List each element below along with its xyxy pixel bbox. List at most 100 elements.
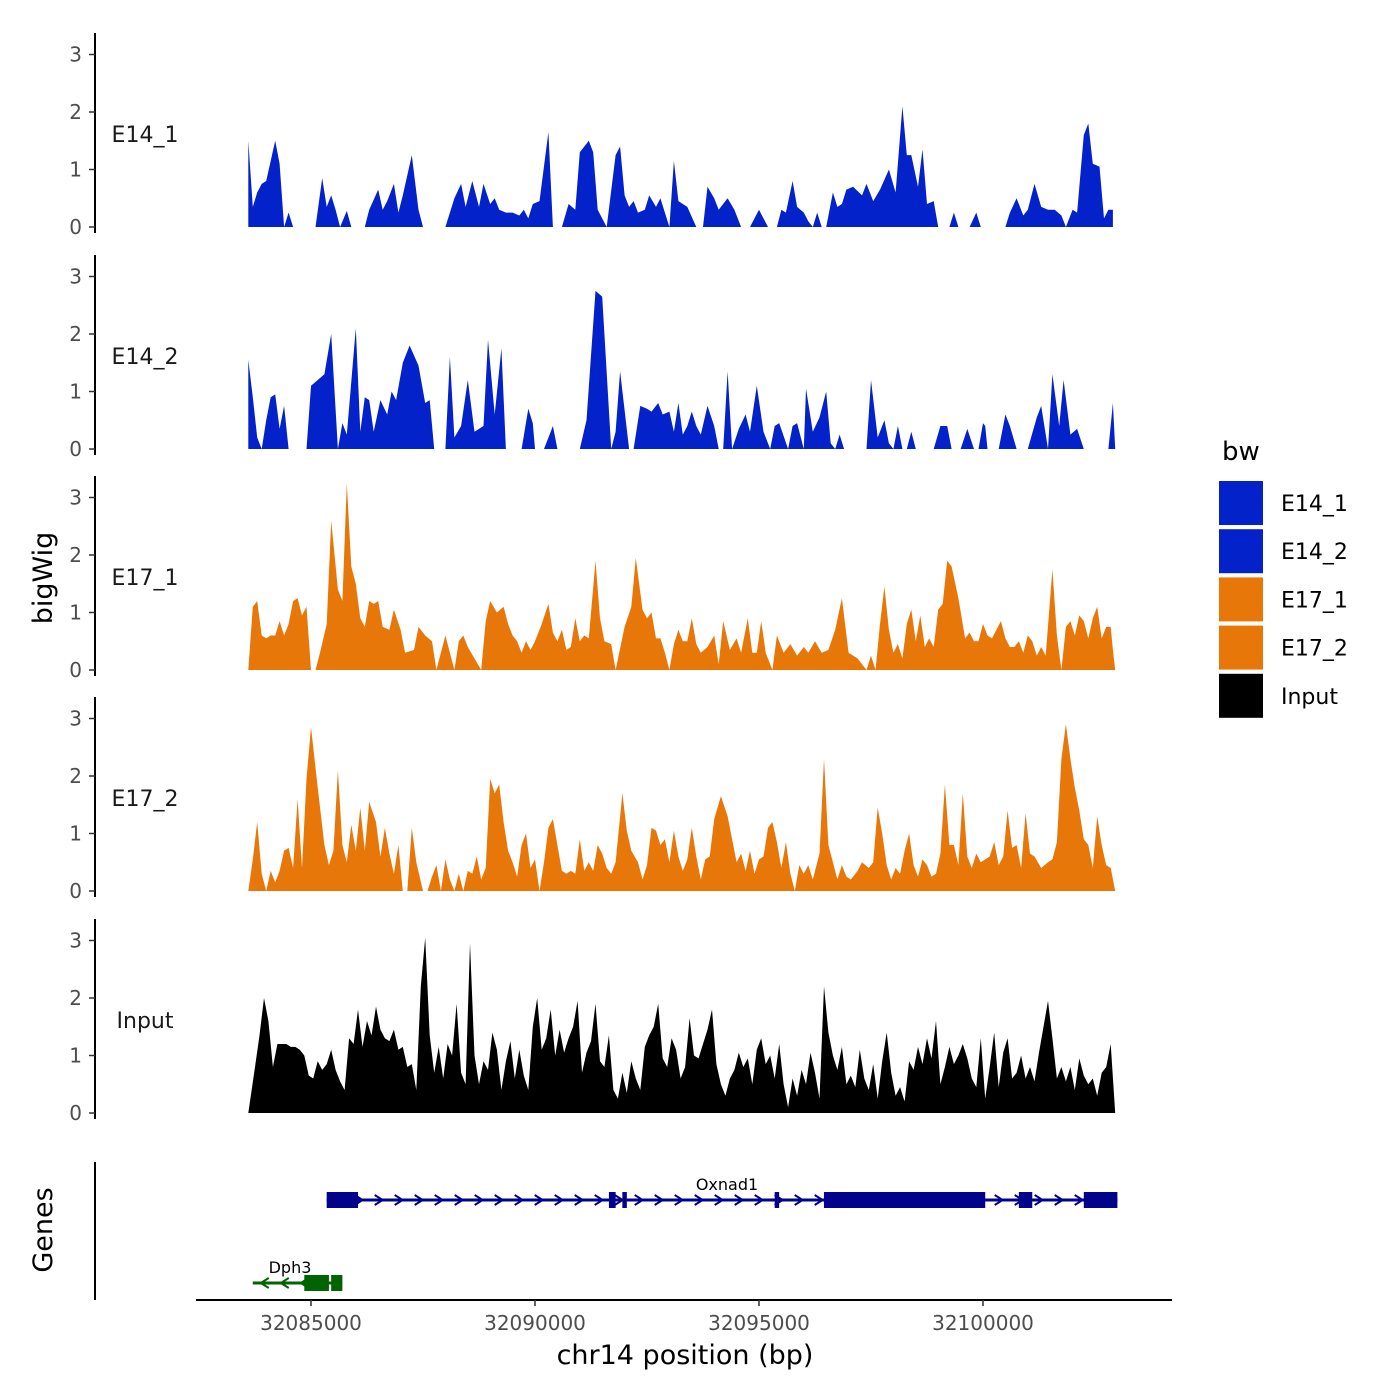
y-tick-label: 1: [69, 158, 82, 182]
x-tick-label: 32095000: [708, 1311, 810, 1335]
strand-arrow: [634, 1194, 645, 1206]
legend-item-e14-1: E14_1: [1219, 481, 1348, 525]
y-tick-label: 2: [69, 322, 82, 346]
strand-arrow: [594, 1194, 605, 1206]
strand-arrow: [374, 1194, 385, 1206]
gene-exon: [823, 1192, 979, 1208]
gene-exon: [1018, 1192, 1033, 1208]
strand-arrow: [278, 1277, 290, 1289]
track-input: 0 1 2 3 Input: [69, 919, 1116, 1125]
strand-arrow: [714, 1194, 725, 1206]
x-axis-title: chr14 position (bp): [557, 1340, 814, 1371]
strand-arrow: [534, 1194, 545, 1206]
legend-title: bw: [1222, 437, 1260, 467]
strand-arrow: [454, 1194, 465, 1206]
strand-arrow: [414, 1194, 425, 1206]
legend-label: Input: [1281, 685, 1338, 710]
gene-oxnad1: Oxnad1: [326, 1175, 1118, 1208]
legend: bw E14_1 E14_2 E17_1 E17_2 Input: [1219, 437, 1348, 718]
legend-swatch: [1219, 577, 1263, 622]
legend-swatch: [1219, 529, 1263, 574]
y-tick-label: 0: [69, 437, 82, 461]
y-tick-label: 2: [69, 986, 82, 1010]
gene-dph3: Dph3: [252, 1258, 343, 1291]
strand-arrow: [674, 1194, 685, 1206]
strand-arrow: [1034, 1194, 1045, 1206]
legend-item-e17-1: E17_1: [1219, 577, 1348, 622]
strand-arrow: [434, 1194, 445, 1206]
legend-item-input: Input: [1219, 673, 1338, 718]
strand-arrow: [514, 1194, 525, 1206]
strand-arrow: [394, 1194, 405, 1206]
strand-arrow: [814, 1194, 825, 1206]
strand-arrow: [1054, 1194, 1065, 1206]
gene-exon: [304, 1275, 329, 1291]
legend-label: E17_1: [1281, 588, 1348, 613]
y-tick-label: 1: [69, 601, 82, 625]
strand-arrow: [994, 1194, 1005, 1206]
track-e17-2: 0 1 2 3 E17_2: [69, 697, 1116, 903]
strand-arrow: [654, 1194, 665, 1206]
coverage-area-e14-2: [248, 290, 1116, 449]
y-tick-label: 3: [69, 707, 82, 731]
legend-label: E14_1: [1281, 492, 1348, 517]
strand-arrow: [474, 1194, 485, 1206]
gene-label: Dph3: [269, 1258, 312, 1277]
legend-label: E17_2: [1281, 637, 1348, 662]
gene-exon: [774, 1192, 780, 1208]
track-label: E17_2: [112, 787, 179, 812]
track-label: E17_1: [112, 566, 179, 591]
legend-swatch: [1219, 673, 1263, 718]
strand-arrow: [494, 1194, 505, 1206]
coverage-area-input: [248, 937, 1116, 1113]
track-label: E14_1: [112, 123, 179, 148]
bigwig-tracks: 0 1 2 3 E14_1 0 1 2 3 E14_2 0 1 2 3 E17_1 0 1 2 3 E17_2 0 1 2 3…: [69, 33, 1116, 1125]
legend-swatch: [1219, 481, 1263, 525]
track-e14-2: 0 1 2 3 E14_2: [69, 255, 1116, 461]
x-tick-label: 32100000: [932, 1311, 1034, 1335]
strand-arrow: [554, 1194, 565, 1206]
y-tick-label: 2: [69, 543, 82, 567]
strand-arrow: [794, 1194, 805, 1206]
strand-arrow: [734, 1194, 745, 1206]
track-e14-1: 0 1 2 3 E14_1: [69, 33, 1113, 239]
y-tick-label: 2: [69, 100, 82, 124]
coverage-area-e17-2: [248, 724, 1116, 891]
track-e17-1: 0 1 2 3 E17_1: [69, 476, 1116, 682]
gene-panel: Oxnad1 Dph3 Genes: [28, 1162, 1118, 1300]
legend-items: E14_1 E14_2 E17_1 E17_2 Input: [1219, 481, 1348, 718]
gene-exon: [331, 1275, 343, 1291]
coverage-area-e17-1: [248, 483, 1116, 670]
strand-arrow: [1074, 1194, 1085, 1206]
strand-arrow: [258, 1277, 270, 1289]
y-tick-label: 0: [69, 658, 82, 682]
legend-label: E14_2: [1281, 540, 1348, 565]
y-axis-title: bigWig: [28, 532, 59, 625]
y-tick-label: 1: [69, 380, 82, 404]
strand-arrow: [754, 1194, 765, 1206]
y-tick-label: 3: [69, 265, 82, 289]
gene-exon: [622, 1192, 627, 1208]
gene-exon: [967, 1192, 986, 1208]
strand-arrow: [574, 1194, 585, 1206]
y-tick-label: 3: [69, 486, 82, 510]
legend-swatch: [1219, 625, 1263, 670]
y-tick-label: 0: [69, 879, 82, 903]
gene-exon: [608, 1192, 616, 1208]
x-ticks: 32085000 32090000 32095000 32100000: [260, 1300, 1034, 1335]
gene-exon: [1083, 1192, 1118, 1208]
track-label: Input: [117, 1009, 174, 1034]
y-tick-label: 2: [69, 764, 82, 788]
x-axis: 32085000 32090000 32095000 32100000 chr14 p…: [196, 1299, 1172, 1371]
gene-models: Oxnad1 Dph3: [252, 1175, 1118, 1291]
legend-item-e14-2: E14_2: [1219, 529, 1348, 574]
x-tick-label: 32090000: [484, 1311, 586, 1335]
x-tick-label: 32085000: [260, 1311, 362, 1335]
coverage-area-e14-1: [248, 106, 1113, 227]
legend-item-e17-2: E17_2: [1219, 625, 1348, 670]
strand-arrow: [694, 1194, 705, 1206]
y-tick-label: 3: [69, 929, 82, 953]
y-tick-label: 1: [69, 822, 82, 846]
y-tick-label: 0: [69, 1101, 82, 1125]
